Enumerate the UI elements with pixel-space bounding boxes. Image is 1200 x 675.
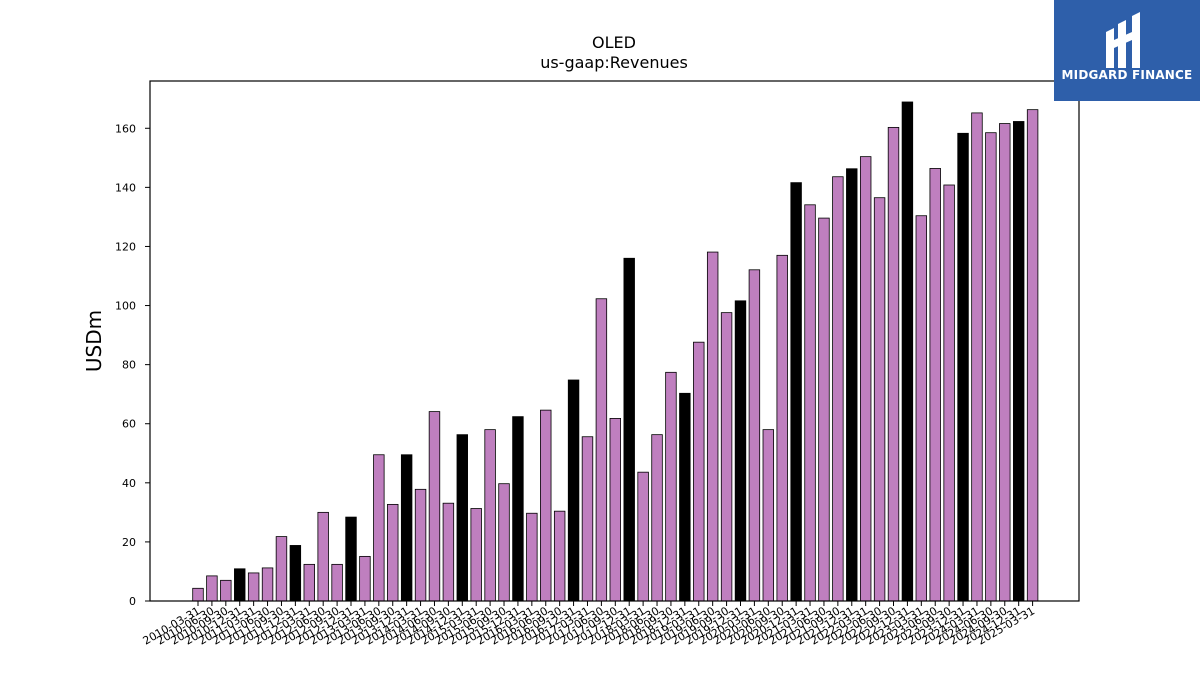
- bar-2023-09-30: [943, 184, 955, 602]
- bar-2019-09-30: [720, 312, 733, 602]
- y-axis-label: USDm: [82, 310, 106, 372]
- bar-2019-03-31: [693, 341, 705, 602]
- chart-title: OLED: [592, 33, 636, 52]
- bar-2018-12-31: [679, 392, 691, 602]
- bar-2020-09-30: [776, 254, 788, 602]
- y-tick-label: 0: [129, 595, 136, 608]
- bar-2013-12-31: [400, 454, 413, 602]
- bars-group: [192, 101, 1039, 602]
- x-axis: 2010-03-312010-06-302010-09-302010-12-31…: [141, 601, 1037, 648]
- midgard-logo-icon: [1106, 12, 1140, 68]
- bar-2012-09-30: [331, 563, 343, 602]
- bar-2015-06-30: [484, 429, 496, 602]
- chart-subtitle: us-gaap:Revenues: [540, 53, 688, 72]
- bar-2017-06-30: [595, 298, 608, 602]
- bar-2024-12-31: [1012, 121, 1025, 602]
- bar-2011-06-30: [261, 567, 274, 602]
- bar-2019-12-31: [734, 300, 747, 602]
- bar-2015-12-31: [512, 416, 524, 602]
- bar-2014-06-30: [428, 411, 441, 602]
- y-tick-label: 80: [122, 359, 136, 372]
- bar-2023-03-31: [915, 215, 928, 602]
- bar-2024-09-30: [999, 123, 1011, 602]
- bar-2014-03-31: [414, 488, 427, 602]
- bar-2018-03-31: [637, 471, 649, 602]
- bar-2010-12-31: [234, 568, 246, 602]
- bar-2010-09-30: [220, 579, 232, 602]
- bar-2019-06-30: [706, 251, 719, 602]
- bar-2022-12-31: [901, 101, 914, 602]
- bar-2020-03-31: [748, 269, 761, 602]
- bar-2016-06-30: [540, 409, 552, 602]
- bar-2020-12-31: [790, 182, 802, 602]
- bar-2016-12-31: [567, 379, 580, 602]
- bar-2013-09-30: [387, 503, 399, 602]
- bar-2012-03-31: [303, 563, 315, 602]
- bar-2011-03-31: [247, 572, 260, 602]
- bar-2023-12-31: [957, 132, 969, 602]
- bar-2022-09-30: [887, 126, 900, 602]
- bar-2016-03-31: [526, 512, 538, 602]
- brand-logo-text: MIDGARD FINANCE: [1061, 68, 1193, 82]
- bar-2016-09-30: [553, 510, 566, 602]
- bar-2017-09-30: [609, 418, 622, 602]
- bar-2023-06-30: [929, 168, 941, 602]
- bar-2020-06-30: [762, 429, 775, 602]
- bar-2012-06-30: [317, 511, 329, 602]
- y-tick-label: 160: [115, 122, 136, 135]
- bar-2015-09-30: [498, 483, 510, 602]
- bar-2021-06-30: [818, 217, 830, 602]
- bar-2022-06-30: [873, 197, 886, 602]
- bar-2024-06-30: [985, 132, 997, 602]
- bar-2018-09-30: [665, 371, 677, 602]
- y-tick-label: 20: [122, 536, 136, 549]
- y-tick-label: 140: [115, 181, 136, 194]
- bar-2021-09-30: [832, 176, 844, 602]
- brand-logo: MIDGARD FINANCE: [1054, 0, 1200, 101]
- y-axis: 0 20 40 60 80 100 120 140 160: [115, 122, 150, 608]
- bar-2010-03-31: [192, 587, 204, 602]
- bar-2017-12-31: [623, 257, 635, 602]
- bar-2010-06-30: [206, 575, 218, 602]
- bar-2015-03-31: [470, 508, 482, 602]
- bar-2011-09-30: [275, 536, 288, 602]
- bar-2013-06-30: [373, 454, 385, 602]
- y-tick-label: 100: [115, 300, 136, 313]
- y-tick-label: 40: [122, 477, 136, 490]
- bar-2017-03-31: [581, 436, 594, 602]
- bar-2011-12-31: [289, 545, 302, 602]
- y-tick-label: 60: [122, 418, 136, 431]
- bar-2012-12-31: [345, 516, 357, 602]
- bar-2014-12-31: [456, 434, 468, 602]
- bar-2014-09-30: [442, 502, 455, 602]
- bar-2021-03-31: [804, 204, 816, 602]
- bar-2022-03-31: [859, 156, 872, 602]
- plot-frame: [149, 80, 1080, 602]
- bar-2018-06-30: [651, 434, 663, 602]
- bar-2024-03-31: [971, 112, 983, 602]
- bar-2013-03-31: [359, 555, 371, 602]
- bar-2021-12-31: [846, 168, 858, 602]
- bar-2025-03-31: [1026, 109, 1039, 602]
- y-tick-label: 120: [115, 240, 136, 253]
